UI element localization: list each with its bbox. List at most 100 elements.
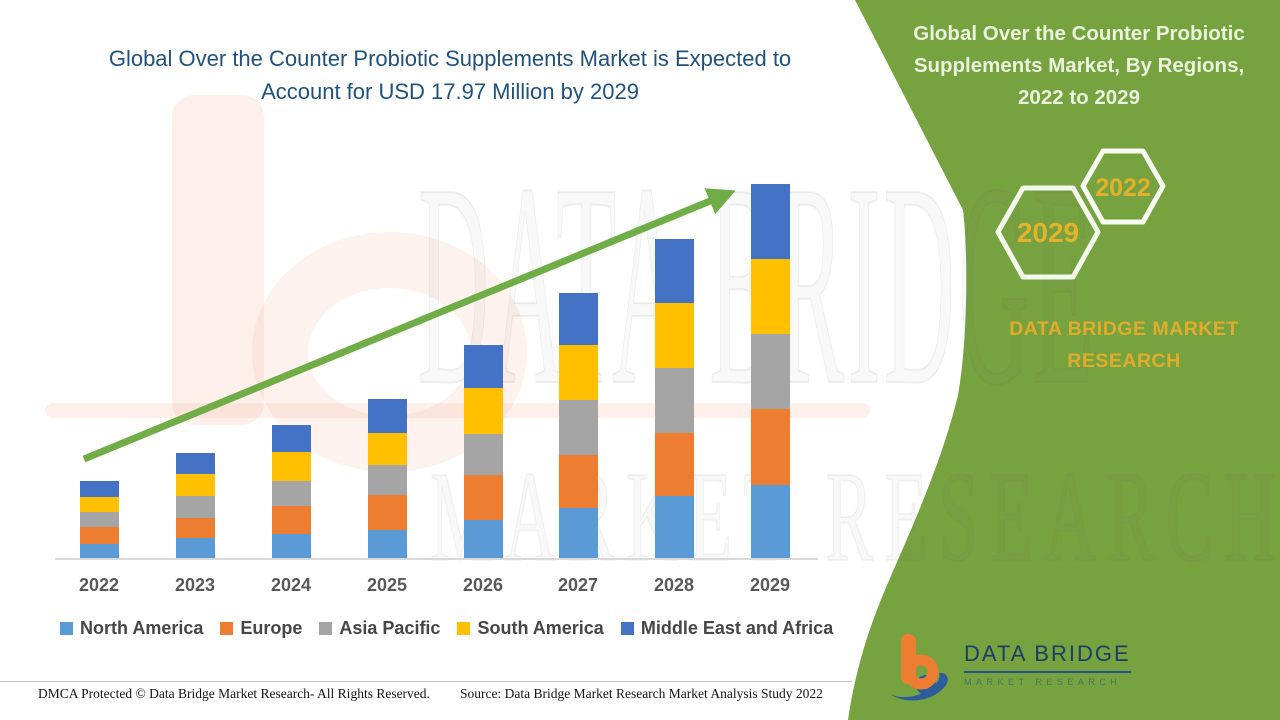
legend-swatch-icon xyxy=(620,622,634,635)
bar-segment-south-america xyxy=(463,387,503,435)
x-axis-label-2028: 2028 xyxy=(653,575,695,595)
bar-2023 xyxy=(175,453,215,559)
bar-segment-europe xyxy=(654,433,694,497)
watermark-text-marketresearch: MARKET RESEARCH xyxy=(429,445,1280,589)
footer-copyright: DMCA Protected © Data Bridge Market Rese… xyxy=(38,686,430,701)
side-panel-title-line3: 2022 to 2029 xyxy=(1018,85,1140,109)
watermark-logo-b-bowl xyxy=(252,232,527,472)
bar-segment-middle-east-and-africa xyxy=(271,425,311,453)
legend-label: Europe xyxy=(240,618,303,638)
bar-segment-north-america xyxy=(654,496,694,559)
side-panel-title-line1: Global Over the Counter Probiotic xyxy=(913,22,1245,45)
bar-segment-middle-east-and-africa xyxy=(750,184,790,260)
bar-segment-south-america xyxy=(79,496,119,512)
bar-segment-europe xyxy=(175,517,215,538)
hexagon-2029-label: 2029 xyxy=(1017,217,1079,248)
brand-wordmark: DATA BRIDGE MARKET RESEARCH xyxy=(950,314,1280,377)
footer-divider xyxy=(0,681,852,682)
legend-item-europe: Europe xyxy=(220,618,302,639)
bar-2024 xyxy=(271,425,311,559)
trend-arrow-line xyxy=(82,188,736,463)
watermark-logo-swoosh xyxy=(45,403,870,418)
hexagon-2022-icon xyxy=(1080,148,1166,225)
legend-label: Middle East and Africa xyxy=(640,618,834,638)
legend-item-south-america: South America xyxy=(457,618,604,639)
bar-segment-europe xyxy=(750,409,790,485)
bar-segment-south-america xyxy=(750,259,790,335)
bar-segment-asia-pacific xyxy=(271,481,311,507)
legend-item-north-america: North America xyxy=(60,618,203,639)
legend-label: South America xyxy=(477,618,604,638)
bar-segment-north-america xyxy=(463,519,503,559)
bar-segment-north-america xyxy=(558,508,598,559)
page-title: Global Over the Counter Probiotic Supple… xyxy=(58,42,842,108)
x-axis-label-2023: 2023 xyxy=(174,575,216,595)
bar-segment-south-america xyxy=(558,344,598,400)
bar-segment-asia-pacific xyxy=(558,399,598,455)
side-panel-title: Global Over the Counter Probiotic Supple… xyxy=(888,18,1270,113)
brand-wordmark-line2: RESEARCH xyxy=(1067,349,1181,372)
bar-segment-middle-east-and-africa xyxy=(558,292,598,345)
bar-segment-europe xyxy=(367,494,407,530)
bar-segment-middle-east-and-africa xyxy=(175,453,215,475)
bar-segment-asia-pacific xyxy=(79,511,119,527)
bar-segment-europe xyxy=(79,526,119,544)
x-axis-label-2024: 2024 xyxy=(270,575,312,595)
bar-segment-asia-pacific xyxy=(175,495,215,518)
hexagon-2029-icon xyxy=(995,185,1101,280)
bar-segment-south-america xyxy=(271,452,311,482)
bar-segment-north-america xyxy=(79,544,119,559)
x-axis-label-2026: 2026 xyxy=(462,575,504,595)
brand-wordmark-line1: DATA BRIDGE MARKET xyxy=(1009,318,1239,340)
hexagon-2022-label: 2022 xyxy=(1095,174,1151,202)
data-bridge-logo: DATA BRIDGE MARKET RESEARCH xyxy=(884,628,1131,706)
bar-2027 xyxy=(558,292,598,559)
bar-segment-europe xyxy=(463,474,503,520)
bar-segment-south-america xyxy=(367,432,407,465)
bar-segment-north-america xyxy=(367,529,407,559)
bar-2029 xyxy=(750,184,790,559)
legend-swatch-icon xyxy=(319,622,333,635)
legend-label: North America xyxy=(80,618,204,638)
bar-segment-middle-east-and-africa xyxy=(463,344,503,388)
bar-segment-asia-pacific xyxy=(750,334,790,410)
side-panel-title-line2: Supplements Market, By Regions, xyxy=(913,53,1245,77)
watermark-logo-b-stem xyxy=(172,95,264,425)
legend-swatch-icon xyxy=(457,622,471,635)
chart-legend: North America Europe Asia Pacific South Ame… xyxy=(60,618,833,639)
bar-segment-asia-pacific xyxy=(367,464,407,495)
bar-segment-europe xyxy=(271,506,311,534)
x-axis-label-2022: 2022 xyxy=(78,575,120,595)
bar-segment-middle-east-and-africa xyxy=(654,239,694,304)
x-axis-label-2029: 2029 xyxy=(749,575,791,595)
logo-name: DATA BRIDGE xyxy=(964,641,1131,673)
bar-segment-asia-pacific xyxy=(463,434,503,475)
bar-2022 xyxy=(79,481,119,559)
bar-2025 xyxy=(367,399,407,559)
legend-swatch-icon xyxy=(60,622,73,635)
bar-2026 xyxy=(463,344,503,559)
bar-segment-south-america xyxy=(654,303,694,369)
plot-area xyxy=(55,169,812,559)
bar-2028 xyxy=(654,239,694,559)
bar-segment-asia-pacific xyxy=(654,368,694,434)
x-axis-label-2027: 2027 xyxy=(557,575,599,595)
bar-segment-north-america xyxy=(175,537,215,559)
bar-segment-europe xyxy=(558,454,598,509)
page-title-line1: Global Over the Counter Probiotic Supple… xyxy=(108,46,792,71)
bar-segment-south-america xyxy=(175,474,215,496)
footer-source: Source: Data Bridge Market Research Mark… xyxy=(460,686,823,701)
legend-label: Asia Pacific xyxy=(339,618,441,638)
bar-segment-middle-east-and-africa xyxy=(367,399,407,433)
legend-item-middle-east-and-africa: Middle East and Africa xyxy=(620,618,834,639)
page-title-line2: Account for USD 17.97 Million by 2029 xyxy=(261,79,639,104)
legend-item-asia-pacific: Asia Pacific xyxy=(319,618,440,639)
bar-segment-north-america xyxy=(750,484,790,559)
bar-segment-middle-east-and-africa xyxy=(79,481,119,497)
